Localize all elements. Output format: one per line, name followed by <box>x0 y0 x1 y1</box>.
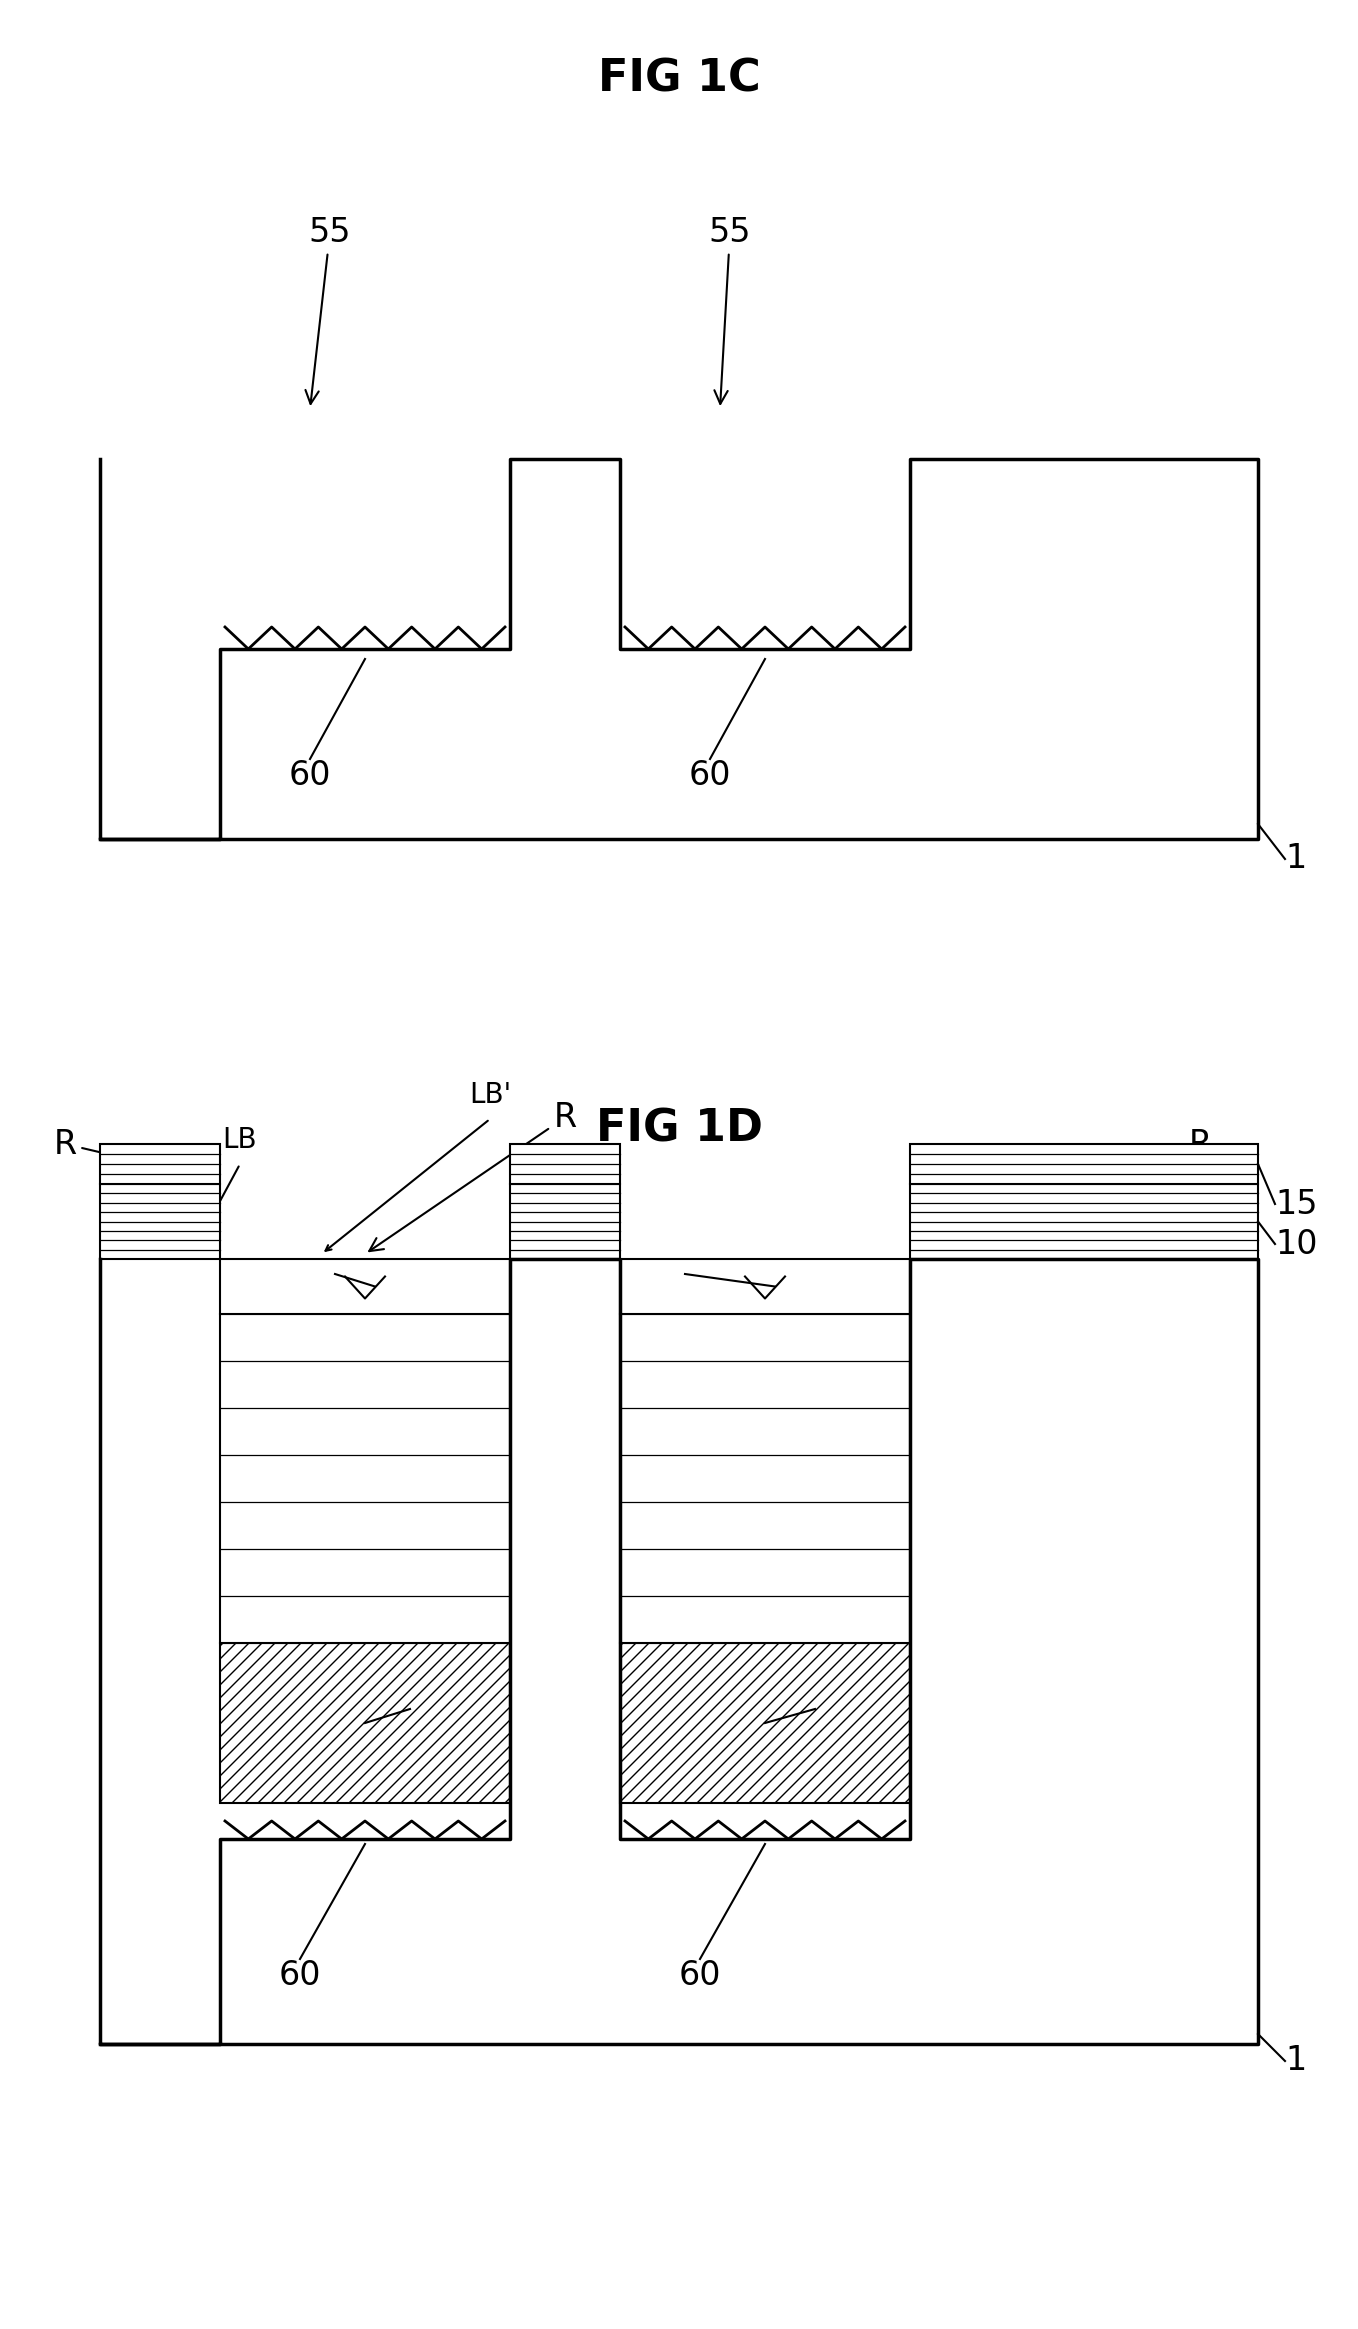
Text: 55: 55 <box>306 217 352 403</box>
Bar <box>220 1260 511 1314</box>
Text: NR: NR <box>295 1260 335 1288</box>
Bar <box>220 1314 511 1642</box>
Text: 10: 10 <box>1275 1227 1317 1260</box>
Bar <box>621 1260 910 1314</box>
Text: 60: 60 <box>289 759 331 792</box>
Bar <box>910 1183 1258 1260</box>
Text: 60: 60 <box>679 1959 721 1991</box>
Text: FIG 1C: FIG 1C <box>598 58 760 100</box>
Text: 70: 70 <box>410 1693 452 1726</box>
Text: 70: 70 <box>815 1693 857 1726</box>
Text: NR: NR <box>645 1260 684 1288</box>
Text: 1: 1 <box>1285 843 1306 876</box>
Bar <box>100 1183 220 1260</box>
Bar <box>511 1183 621 1260</box>
Bar <box>220 1642 511 1803</box>
Bar <box>621 1642 910 1803</box>
Text: 60: 60 <box>278 1959 322 1991</box>
Text: LB: LB <box>223 1125 257 1153</box>
Bar <box>511 1144 621 1183</box>
Text: R: R <box>53 1127 145 1167</box>
Bar <box>621 1314 910 1642</box>
Text: FIG 1D: FIG 1D <box>596 1109 762 1151</box>
Text: 55: 55 <box>709 217 751 403</box>
Text: R: R <box>1188 1127 1211 1164</box>
Text: R: R <box>369 1102 577 1251</box>
Text: 15: 15 <box>1275 1188 1317 1220</box>
Bar <box>100 1144 220 1183</box>
Text: 60: 60 <box>689 759 731 792</box>
Bar <box>910 1144 1258 1183</box>
Text: LB': LB' <box>469 1081 511 1109</box>
Text: 1: 1 <box>1285 2045 1306 2077</box>
